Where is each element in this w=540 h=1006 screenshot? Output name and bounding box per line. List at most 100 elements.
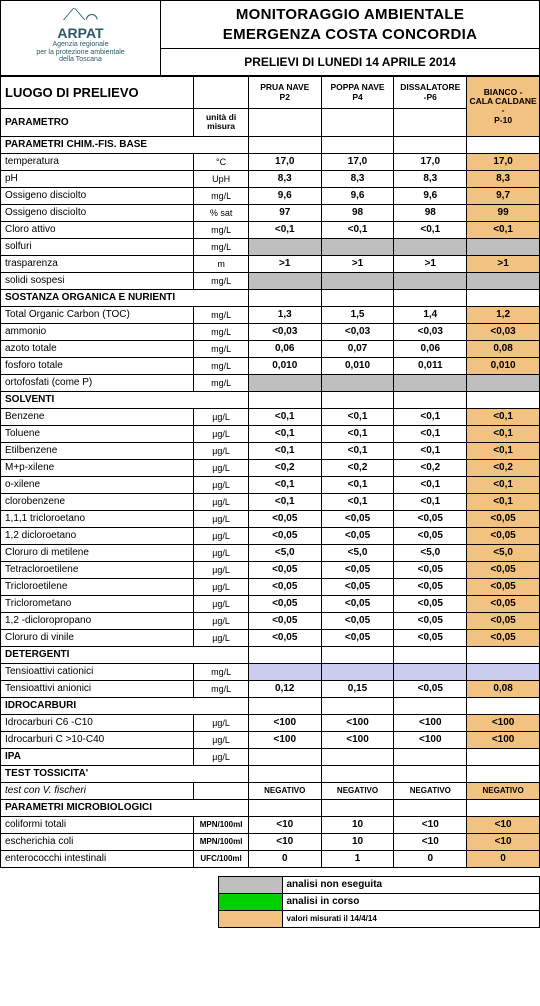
- value-cell: <0,1: [248, 221, 321, 238]
- value-cell: <10: [248, 816, 321, 833]
- param-name: ammonio: [1, 323, 194, 340]
- param-unit: µg/L: [194, 493, 249, 510]
- param-name: Benzene: [1, 408, 194, 425]
- data-table: LUOGO DI PRELIEVO PRUA NAVEP2 POPPA NAVE…: [0, 76, 540, 868]
- param-unit: MPN/100ml: [194, 833, 249, 850]
- value-cell: 0,011: [394, 357, 467, 374]
- value-cell: <0,1: [394, 408, 467, 425]
- value-cell: <5,0: [321, 544, 394, 561]
- value-cell: <0,05: [467, 561, 540, 578]
- value-cell: <0,05: [321, 510, 394, 527]
- param-name: trasparenza: [1, 255, 194, 272]
- param-unit: µg/L: [194, 442, 249, 459]
- legend-swatch: [218, 893, 282, 910]
- param-unit: µg/L: [194, 425, 249, 442]
- param-name: Idrocarburi C6 -C10: [1, 714, 194, 731]
- value-cell: 8,3: [467, 170, 540, 187]
- value-cell: 10: [321, 833, 394, 850]
- col-header-p4: POPPA NAVEP4: [321, 77, 394, 109]
- value-cell: <0,2: [467, 459, 540, 476]
- param-unit: µg/L: [194, 561, 249, 578]
- param-name: Tensioattivi anionici: [1, 680, 194, 697]
- value-cell: <100: [321, 714, 394, 731]
- col-header-p2: PRUA NAVEP2: [248, 77, 321, 109]
- value-cell: <0,05: [248, 510, 321, 527]
- param-name: Cloro attivo: [1, 221, 194, 238]
- brand-name: ARPAT: [7, 25, 154, 41]
- param-name: Tricloroetilene: [1, 578, 194, 595]
- param-unit: mg/L: [194, 374, 249, 391]
- value-cell: [321, 374, 394, 391]
- param-name: Idrocarburi C >10-C40: [1, 731, 194, 748]
- param-name: Ossigeno disciolto: [1, 187, 194, 204]
- value-cell: 99: [467, 204, 540, 221]
- value-cell: [248, 374, 321, 391]
- section-header: IPA: [1, 748, 194, 765]
- legend-label: valori misurati il 14/4/14: [282, 910, 540, 927]
- value-cell: [467, 374, 540, 391]
- value-cell: <0,03: [321, 323, 394, 340]
- value-cell: <0,05: [394, 527, 467, 544]
- value-cell: <0,05: [394, 510, 467, 527]
- param-unit: mg/L: [194, 221, 249, 238]
- value-cell: [467, 272, 540, 289]
- col-header-p6: DISSALATORE-P6: [394, 77, 467, 109]
- param-unit: µg/L: [194, 612, 249, 629]
- value-cell: <0,2: [248, 459, 321, 476]
- value-cell: <0,2: [321, 459, 394, 476]
- value-cell: 9,6: [394, 187, 467, 204]
- param-unit: µg/L: [194, 714, 249, 731]
- param-name: temperatura: [1, 153, 194, 170]
- value-cell: <5,0: [467, 544, 540, 561]
- param-unit: mg/L: [194, 357, 249, 374]
- value-cell: <0,05: [467, 595, 540, 612]
- param-unit: µg/L: [194, 731, 249, 748]
- value-cell: <100: [467, 714, 540, 731]
- value-cell: <100: [248, 714, 321, 731]
- param-unit: mg/L: [194, 340, 249, 357]
- param-name: clorobenzene: [1, 493, 194, 510]
- value-cell: <0,1: [248, 425, 321, 442]
- value-cell: 0,08: [467, 680, 540, 697]
- value-cell: <10: [394, 833, 467, 850]
- value-cell: >1: [321, 255, 394, 272]
- value-cell: <0,2: [394, 459, 467, 476]
- value-cell: >1: [394, 255, 467, 272]
- value-cell: <0,1: [394, 493, 467, 510]
- param-unit: UFC/100ml: [194, 850, 249, 867]
- param-unit: [194, 782, 249, 799]
- value-cell: <10: [467, 816, 540, 833]
- value-cell: 0,06: [394, 340, 467, 357]
- param-name: Cloruro di vinile: [1, 629, 194, 646]
- value-cell: 0: [467, 850, 540, 867]
- value-cell: NEGATIVO: [394, 782, 467, 799]
- section-header: PARAMETRI MICROBIOLOGICI: [1, 799, 194, 816]
- param-name: Tetracloroetilene: [1, 561, 194, 578]
- param-name: Cloruro di metilene: [1, 544, 194, 561]
- param-name: escherichia coli: [1, 833, 194, 850]
- value-cell: <0,05: [248, 595, 321, 612]
- value-cell: 98: [394, 204, 467, 221]
- value-cell: <0,1: [248, 442, 321, 459]
- param-unit: µg/L: [194, 459, 249, 476]
- value-cell: 10: [321, 816, 394, 833]
- value-cell: <0,1: [467, 408, 540, 425]
- value-cell: 17,0: [248, 153, 321, 170]
- param-unit: UpH: [194, 170, 249, 187]
- report-header: ⟋⟍⌒ ARPAT Agenzia regionale per la prote…: [0, 0, 540, 76]
- value-cell: <0,05: [321, 595, 394, 612]
- value-cell: <0,1: [467, 493, 540, 510]
- param-unit: µg/L: [194, 544, 249, 561]
- value-cell: [394, 374, 467, 391]
- param-unit: mg/L: [194, 272, 249, 289]
- legend-label: analisi in corso: [282, 893, 540, 910]
- value-cell: [248, 238, 321, 255]
- param-unit: mg/L: [194, 323, 249, 340]
- value-cell: <0,1: [394, 442, 467, 459]
- value-cell: <100: [467, 731, 540, 748]
- param-unit: µg/L: [194, 527, 249, 544]
- value-cell: <0,05: [321, 527, 394, 544]
- value-cell: <5,0: [248, 544, 321, 561]
- value-cell: <0,1: [321, 493, 394, 510]
- section-header: DETERGENTI: [1, 646, 194, 663]
